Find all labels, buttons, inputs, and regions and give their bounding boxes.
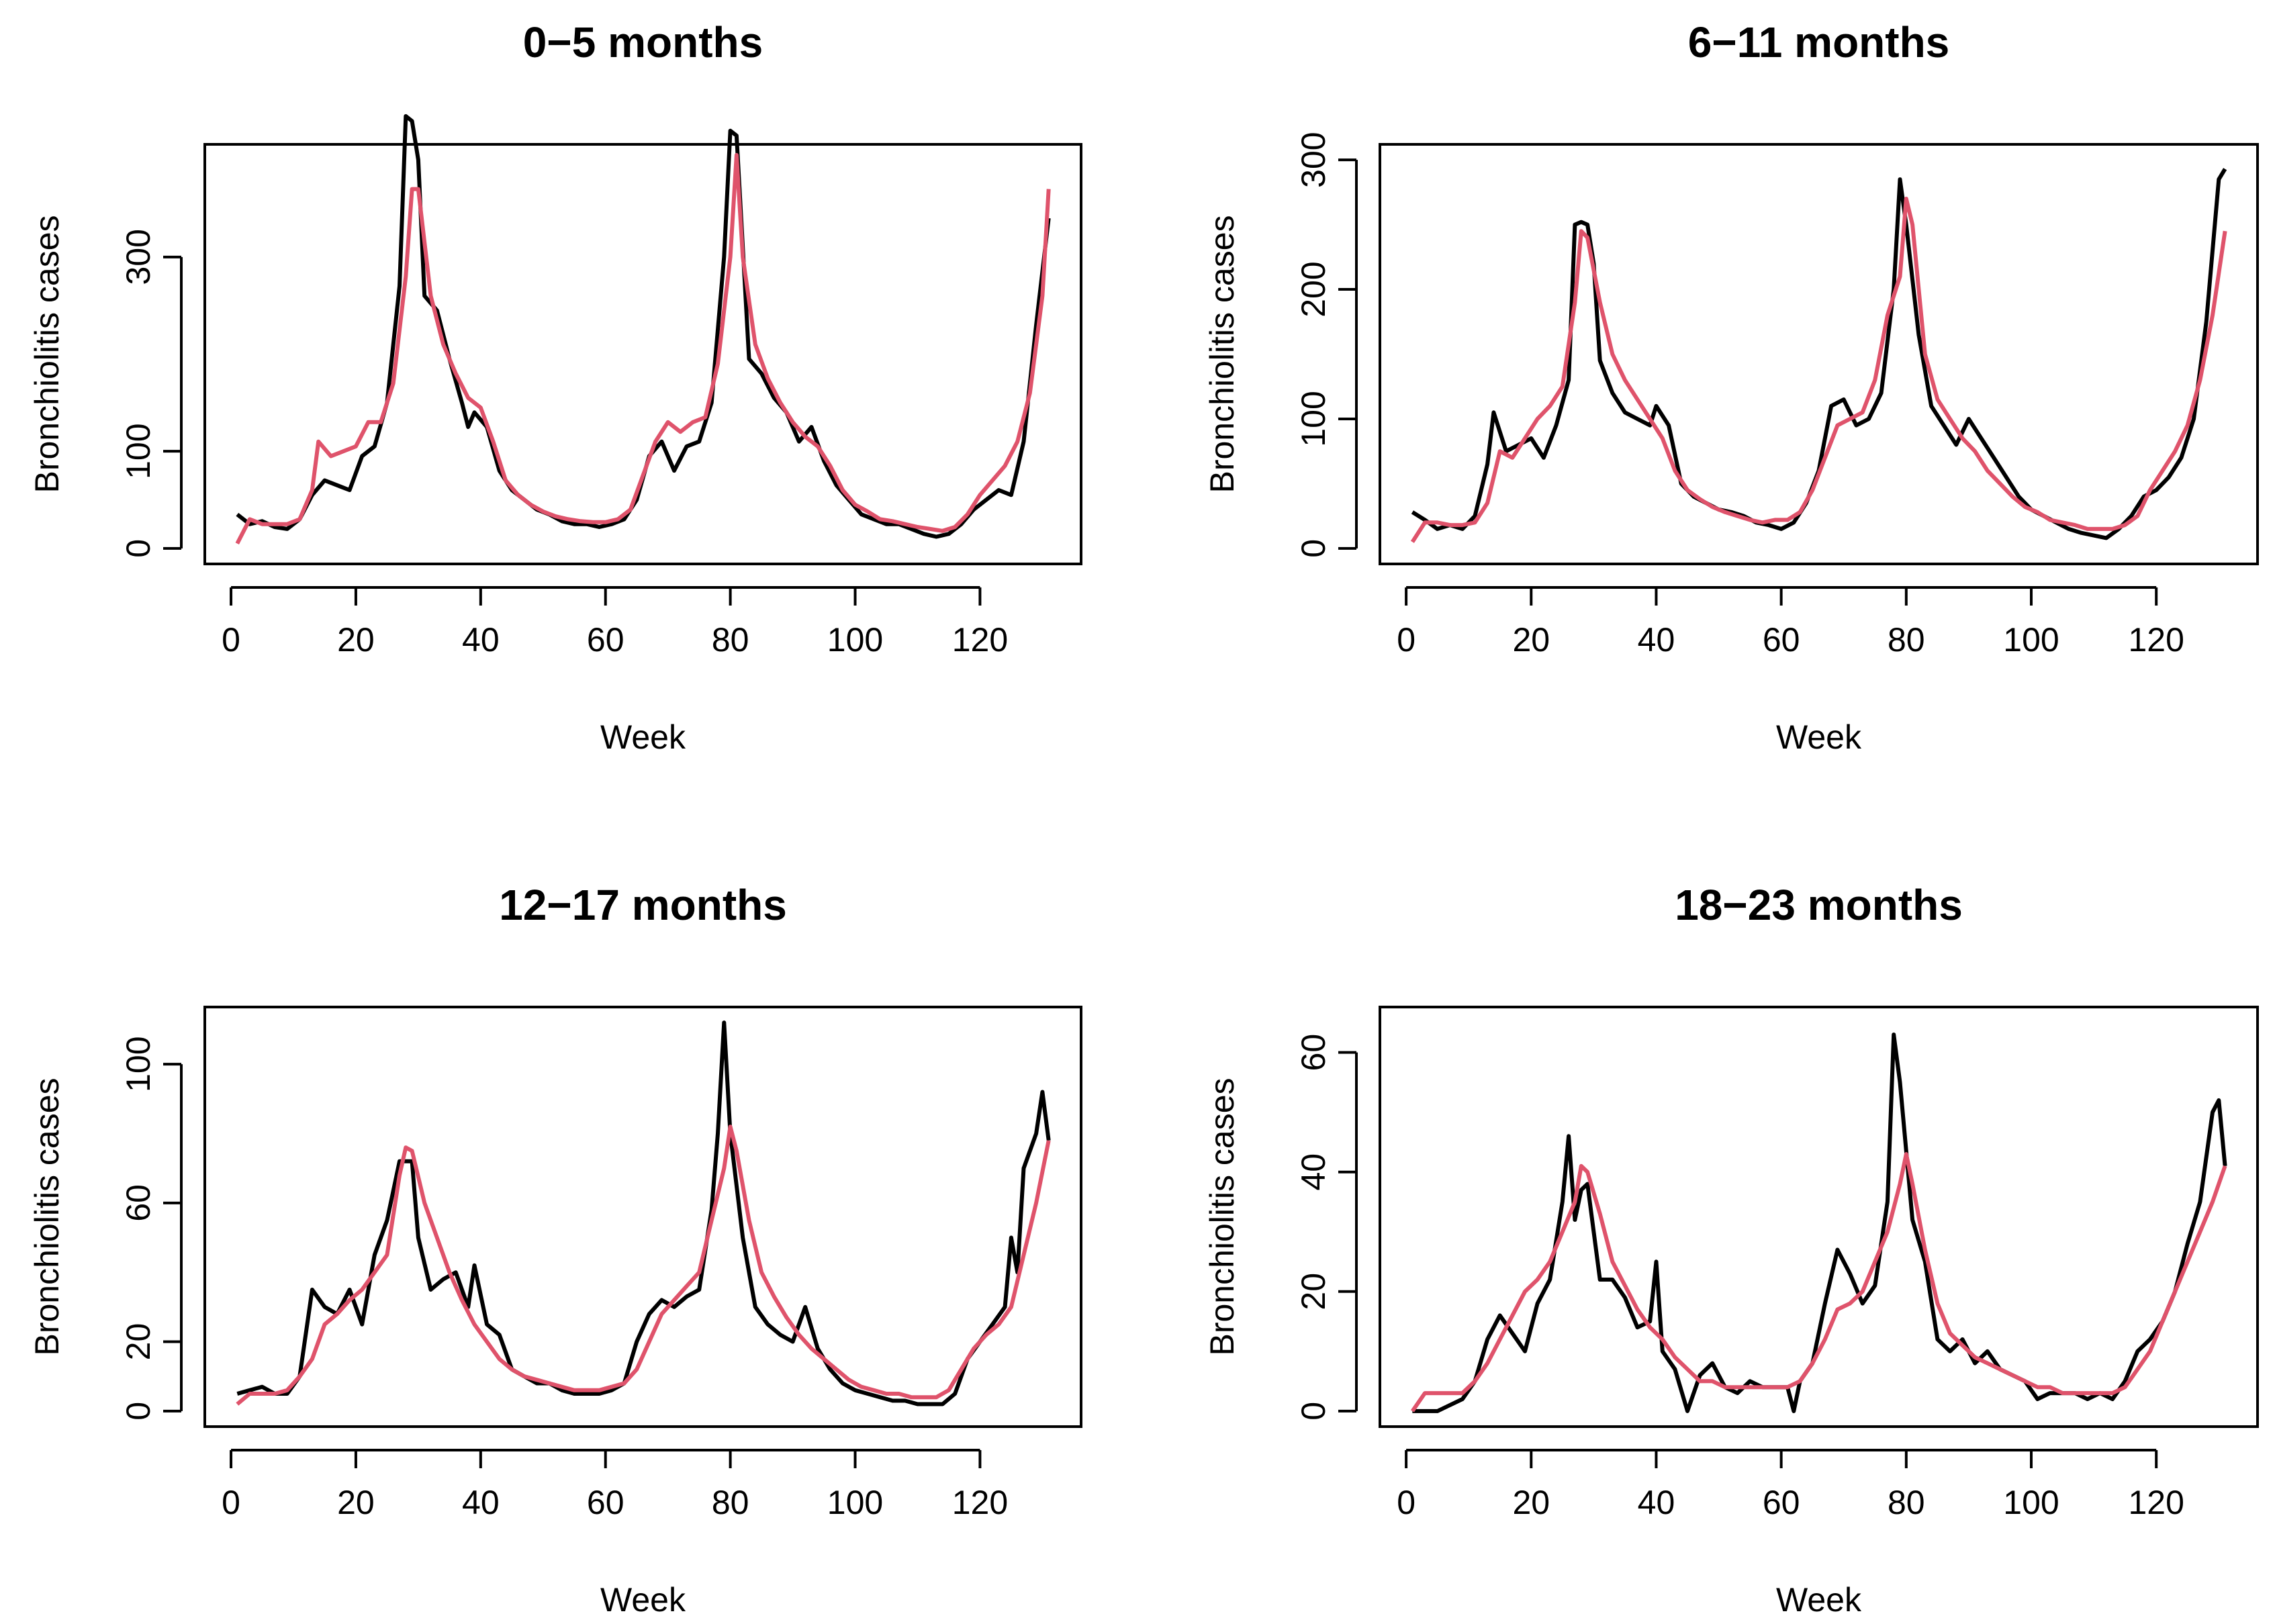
x-tick-label: 60 — [587, 1484, 624, 1521]
panel-title: 12−17 months — [499, 881, 787, 929]
x-tick-label: 120 — [952, 621, 1008, 659]
x-tick-label: 20 — [1512, 621, 1550, 659]
y-axis-label: Bronchiolitis cases — [28, 1078, 66, 1355]
y-tick-label: 200 — [1295, 261, 1332, 317]
x-axis: 0 20 40 60 80 100 120 Week — [1397, 586, 2184, 756]
x-tick-label: 100 — [827, 1484, 883, 1521]
y-tick-label: 60 — [120, 1184, 157, 1222]
panel-title: 0−5 months — [523, 18, 763, 66]
x-tick-label: 0 — [1397, 621, 1415, 659]
x-tick-label: 100 — [2003, 1484, 2059, 1521]
y-tick-label: 300 — [120, 229, 157, 285]
panel-12-17-months: 12−17 months 0 20 40 60 80 100 120 Week 0 20 60 100 B… — [28, 881, 1082, 1619]
y-tick-label: 40 — [1295, 1153, 1332, 1191]
panel-18-23-months: 18−23 months 0 20 40 60 80 100 120 Week 0 20 40 60 Br… — [1203, 881, 2259, 1619]
x-tick-label: 40 — [462, 1484, 500, 1521]
panel-title: 6−11 months — [1688, 18, 1950, 66]
plot-frame — [203, 143, 1082, 565]
x-tick-label: 100 — [827, 621, 883, 659]
x-tick-label: 120 — [952, 1484, 1008, 1521]
y-axis: 0 20 40 60 Bronchiolitis cases — [1203, 1034, 1358, 1421]
x-tick-label: 0 — [222, 621, 240, 659]
x-tick-label: 40 — [1638, 621, 1675, 659]
y-axis: 0 100 200 300 Bronchiolitis cases — [1203, 132, 1358, 558]
panel-6-11-months: 6−11 months 0 20 40 60 80 100 120 Week 0 100 200 300… — [1203, 18, 2259, 756]
x-tick-label: 60 — [1763, 621, 1800, 659]
y-tick-label: 20 — [120, 1323, 157, 1361]
y-tick-label: 300 — [1295, 132, 1332, 187]
x-tick-label: 0 — [222, 1484, 240, 1521]
y-tick-label: 0 — [120, 539, 157, 558]
x-tick-label: 20 — [1512, 1484, 1550, 1521]
x-tick-label: 40 — [462, 621, 500, 659]
x-axis: 0 20 40 60 80 100 120 Week — [222, 586, 1008, 756]
x-tick-label: 40 — [1638, 1484, 1675, 1521]
x-tick-label: 120 — [2128, 1484, 2184, 1521]
y-tick-label: 0 — [120, 1402, 157, 1421]
y-tick-label: 20 — [1295, 1273, 1332, 1310]
x-axis-label: Week — [1776, 718, 1862, 756]
x-tick-label: 0 — [1397, 1484, 1415, 1521]
x-tick-label: 120 — [2128, 621, 2184, 659]
x-tick-label: 80 — [712, 621, 749, 659]
y-axis-label: Bronchiolitis cases — [28, 215, 66, 493]
x-axis-label: Week — [600, 718, 686, 756]
y-tick-label: 100 — [120, 423, 157, 479]
x-tick-label: 80 — [712, 1484, 749, 1521]
series-fitted-line — [236, 1125, 1051, 1406]
plot-frame — [1379, 1006, 2259, 1428]
y-tick-label: 0 — [1295, 539, 1332, 558]
x-tick-label: 100 — [2003, 621, 2059, 659]
y-axis-label: Bronchiolitis cases — [1203, 1078, 1241, 1355]
y-axis-label: Bronchiolitis cases — [1203, 215, 1241, 493]
panel-title: 18−23 months — [1675, 881, 1963, 929]
panel-0-5-months: 0−5 months 0 20 40 60 80 100 120 Week 0 100 300 Bron… — [28, 18, 1082, 756]
plot-frame — [1379, 143, 2259, 565]
y-tick-label: 100 — [120, 1036, 157, 1092]
series-fitted-line — [1410, 197, 2227, 543]
x-axis: 0 20 40 60 80 100 120 Week — [222, 1449, 1008, 1619]
x-tick-label: 60 — [1763, 1484, 1800, 1521]
x-tick-label: 20 — [337, 621, 375, 659]
y-tick-label: 100 — [1295, 391, 1332, 446]
x-axis-label: Week — [1776, 1581, 1862, 1619]
x-tick-label: 20 — [337, 1484, 375, 1521]
y-tick-label: 0 — [1295, 1402, 1332, 1421]
x-tick-label: 60 — [587, 621, 624, 659]
x-axis: 0 20 40 60 80 100 120 Week — [1397, 1449, 2184, 1619]
series-fitted-line — [1410, 1152, 2227, 1413]
x-tick-label: 80 — [1888, 621, 1925, 659]
x-tick-label: 80 — [1888, 1484, 1925, 1521]
y-tick-label: 60 — [1295, 1034, 1332, 1071]
series-fitted-line — [235, 152, 1051, 544]
y-axis: 0 20 60 100 Bronchiolitis cases — [28, 1036, 183, 1421]
series-observed-line — [1411, 168, 2227, 540]
y-axis: 0 100 300 Bronchiolitis cases — [28, 215, 183, 558]
x-axis-label: Week — [600, 1581, 686, 1619]
plot-frame — [203, 1006, 1082, 1428]
series-observed-line — [236, 1020, 1051, 1406]
